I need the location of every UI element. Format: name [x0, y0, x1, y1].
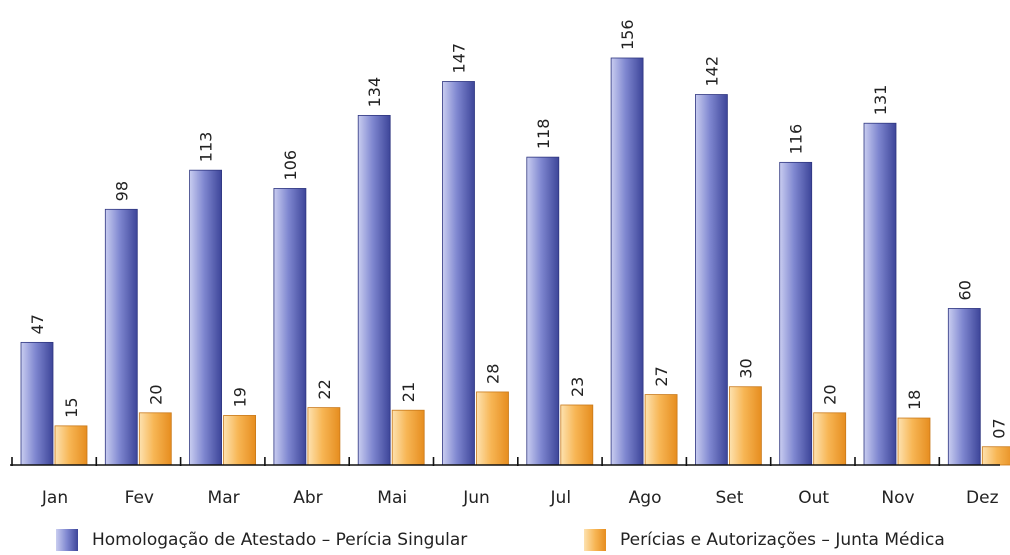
- data-label-homologacao-mar: 113: [197, 132, 216, 163]
- legend-swatch-blue: [56, 529, 78, 551]
- x-tick-label-ago: Ago: [629, 488, 662, 508]
- bar-pericias-out: [813, 412, 847, 466]
- data-label-pericias-out: 20: [821, 384, 840, 404]
- data-label-homologacao-abr: 106: [281, 150, 300, 181]
- bar-pericias-jul: [560, 404, 594, 466]
- x-tick-label-dez: Dez: [966, 488, 999, 508]
- data-label-pericias-set: 30: [736, 358, 755, 378]
- bar-pericias-jan: [54, 425, 88, 466]
- bar-pericias-mar: [223, 415, 257, 466]
- bar-homologacao-mai: [357, 114, 391, 466]
- x-tick-label-nov: Nov: [881, 488, 914, 508]
- bar-chart: 47 15 98 20 113 19 106 22 134 21 147 28 118 23 156 27 14…: [10, 19, 1010, 508]
- x-tick-label-jun: Jun: [462, 488, 490, 508]
- bar-pericias-ago: [644, 394, 678, 466]
- x-tick-label-mai: Mai: [377, 488, 407, 508]
- data-label-pericias-ago: 27: [652, 366, 671, 386]
- bar-homologacao-jan: [20, 341, 54, 466]
- bar-pericias-jun: [476, 391, 509, 466]
- data-label-pericias-jun: 28: [484, 364, 503, 384]
- data-label-homologacao-jun: 147: [450, 43, 469, 74]
- x-tick-label-jan: Jan: [41, 488, 68, 508]
- data-label-homologacao-mai: 134: [365, 77, 384, 108]
- bar-pericias-fev: [138, 412, 172, 466]
- bar-homologacao-jun: [442, 81, 475, 466]
- data-label-pericias-abr: 22: [315, 379, 334, 399]
- bar-pericias-nov: [897, 417, 931, 466]
- data-label-homologacao-fev: 98: [112, 181, 131, 201]
- bar-homologacao-nov: [863, 122, 897, 466]
- data-label-homologacao-set: 142: [702, 56, 721, 87]
- bar-homologacao-mar: [189, 169, 223, 466]
- x-tick-label-mar: Mar: [208, 488, 240, 508]
- data-label-homologacao-ago: 156: [618, 19, 637, 50]
- bar-pericias-mai: [391, 409, 425, 466]
- x-tick-label-set: Set: [715, 488, 743, 508]
- data-label-homologacao-out: 116: [787, 124, 806, 155]
- x-tick-label-out: Out: [798, 488, 829, 508]
- legend-label-pericias: Perícias e Autorizações – Junta Médica: [620, 530, 945, 550]
- legend-swatch-orange: [584, 529, 606, 551]
- data-label-pericias-jan: 15: [62, 398, 81, 418]
- bar-homologacao-set: [695, 94, 728, 466]
- data-label-homologacao-nov: 131: [871, 85, 890, 116]
- data-label-pericias-mai: 21: [399, 382, 418, 402]
- data-label-pericias-fev: 20: [146, 384, 165, 404]
- bar-homologacao-out: [779, 161, 813, 466]
- data-label-pericias-nov: 18: [905, 390, 924, 410]
- x-tick-label-fev: Fev: [125, 488, 154, 508]
- bar-homologacao-abr: [273, 188, 307, 466]
- data-label-homologacao-jan: 47: [28, 314, 47, 334]
- x-tick-label-abr: Abr: [293, 488, 322, 508]
- data-label-homologacao-dez: 60: [955, 280, 974, 300]
- data-label-pericias-jul: 23: [568, 377, 587, 397]
- bar-homologacao-jul: [526, 156, 560, 466]
- bar-homologacao-ago: [610, 57, 644, 466]
- x-tick-label-jul: Jul: [550, 488, 572, 508]
- legend-item-homologacao: Homologação de Atestado – Perícia Singul…: [56, 528, 467, 552]
- bar-pericias-abr: [307, 407, 341, 466]
- bar-pericias-set: [729, 386, 762, 466]
- data-label-homologacao-jul: 118: [534, 119, 553, 150]
- bar-homologacao-fev: [104, 208, 138, 466]
- legend-item-pericias: Perícias e Autorizações – Junta Médica: [584, 528, 945, 552]
- bar-pericias-dez: [981, 446, 1010, 466]
- legend-label-homologacao: Homologação de Atestado – Perícia Singul…: [92, 530, 468, 550]
- bar-homologacao-dez: [947, 308, 981, 466]
- data-label-pericias-dez: 07: [989, 418, 1008, 438]
- data-label-pericias-mar: 19: [231, 387, 250, 407]
